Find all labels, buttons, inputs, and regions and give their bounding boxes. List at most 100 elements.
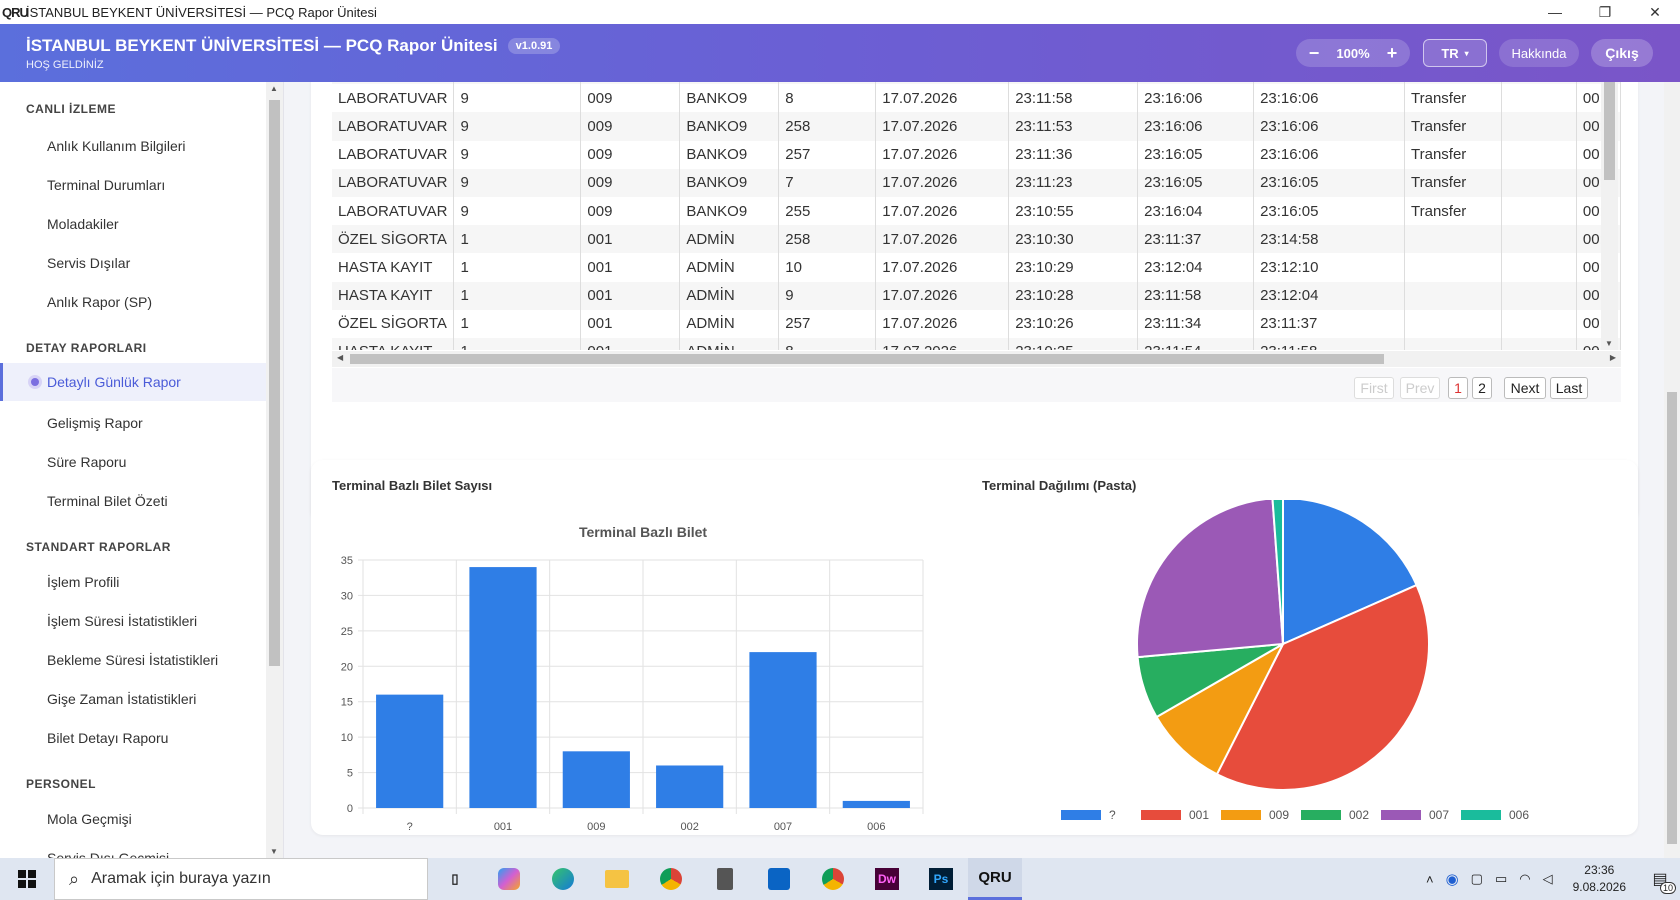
sidebar-item-detayli-gunluk[interactable]: Detaylı Günlük Rapor <box>0 363 266 401</box>
zoom-in-button[interactable]: + <box>1386 42 1398 63</box>
sidebar-item-servis-disilar[interactable]: Servis Dışılar <box>47 255 131 271</box>
sidebar-item-mola-gecmisi[interactable]: Mola Geçmişi <box>47 811 132 827</box>
bar-007[interactable] <box>749 652 817 808</box>
prev-page-button[interactable]: Prev <box>1400 377 1440 399</box>
pie-slice-001[interactable] <box>1215 583 1430 791</box>
legend-label[interactable]: 006 <box>1509 808 1529 822</box>
photoshop-icon[interactable]: Ps <box>914 858 968 900</box>
language-dropdown[interactable]: TR ▾ <box>1423 39 1487 67</box>
table-cell: 9 <box>453 112 582 141</box>
volume-icon[interactable]: ◁ <box>1542 871 1553 886</box>
bar-009[interactable] <box>562 751 630 808</box>
table-row[interactable]: LABORATUVAR 9 009 BANKO9 257 17.07.2026 23:11:… <box>332 140 1621 169</box>
sidebar-item-bekleme-suresi[interactable]: Bekleme Süresi İstatistikleri <box>47 652 219 668</box>
pie-slice-?[interactable] <box>1282 500 1418 646</box>
network-status-icon[interactable]: ◉ <box>1445 871 1459 888</box>
table-cell: 001 <box>580 309 681 338</box>
bar-006[interactable] <box>842 800 910 808</box>
legend-label[interactable]: 002 <box>1349 808 1369 822</box>
calculator-icon[interactable] <box>698 858 752 900</box>
table-row[interactable]: ÖZEL SİGORTA 1 001 ADMİN 257 17.07.2026 23:10:… <box>332 309 1621 338</box>
scroll-down-icon[interactable]: ▼ <box>1605 339 1613 348</box>
main-scrollbar[interactable] <box>1664 82 1680 858</box>
clock[interactable]: 23:36 9.08.2026 <box>1573 862 1626 896</box>
sidebar-item-bilet-detayi[interactable]: Bilet Detayı Raporu <box>47 730 169 746</box>
exit-button[interactable]: Çıkış <box>1591 39 1653 67</box>
table-row[interactable]: LABORATUVAR 9 009 BANKO9 255 17.07.2026 23:10:… <box>332 196 1621 226</box>
scrollbar-thumb[interactable] <box>350 354 1384 364</box>
table-cell: 23:16:05 <box>1137 140 1255 169</box>
app-header: İSTANBUL BEYKENT ÜNİVERSİTESİ — PCQ Rapo… <box>0 24 1680 82</box>
scrollbar-thumb[interactable] <box>1667 392 1677 844</box>
scroll-up-icon[interactable]: ▲ <box>270 84 278 93</box>
notifications-button[interactable]: ▤ 10 <box>1640 858 1680 900</box>
chrome-icon[interactable] <box>644 858 698 900</box>
battery-icon[interactable]: ▭ <box>1494 871 1508 886</box>
legend-label[interactable]: 001 <box>1189 808 1209 822</box>
pie-slice-009[interactable] <box>1155 641 1286 776</box>
wifi-icon[interactable]: ◠ <box>1519 871 1531 886</box>
table-row[interactable]: HASTA KAYIT1001ADMİN817.07.202623:10:252… <box>332 337 1621 350</box>
table-cell: 23:16:06 <box>1137 112 1255 141</box>
sidebar-item-islem-profili[interactable]: İşlem Profili <box>47 574 120 590</box>
start-button[interactable] <box>0 858 54 900</box>
zoom-out-button[interactable]: − <box>1308 42 1320 63</box>
sidebar-item-terminal-bilet-ozeti[interactable]: Terminal Bilet Özeti <box>47 493 168 509</box>
pie-slice-006[interactable] <box>1271 500 1284 645</box>
device-icon[interactable]: ▢ <box>1470 871 1483 886</box>
next-page-button[interactable]: Next <box>1504 377 1546 399</box>
edge-icon[interactable] <box>536 858 590 900</box>
table-row[interactable]: HASTA KAYIT 1 001 ADMİN 10 17.07.2026 23:10:29… <box>332 253 1621 282</box>
sidebar-item-gelismis-rapor[interactable]: Gelişmiş Rapor <box>47 415 143 431</box>
table-row[interactable]: LABORATUVAR 9 009 BANKO9 258 17.07.2026 23:11:… <box>332 112 1621 141</box>
scrollbar-thumb[interactable] <box>1604 82 1615 180</box>
task-view-icon[interactable]: ▯ <box>451 871 459 886</box>
qru-app-icon[interactable]: QRU <box>968 858 1022 900</box>
sidebar-item-gise-zaman[interactable]: Gişe Zaman İstatistikleri <box>47 691 197 707</box>
page-1-button[interactable]: 1 <box>1448 377 1468 399</box>
close-button[interactable]: ✕ <box>1649 3 1661 20</box>
sidebar-item-terminal-durumlari[interactable]: Terminal Durumları <box>47 177 166 193</box>
chrome-profile-icon[interactable] <box>806 858 860 900</box>
pie-slice-007[interactable] <box>1136 500 1285 659</box>
sidebar-scrollbar[interactable]: ▲ ▼ <box>266 82 283 858</box>
x-tick-label: 006 <box>867 821 885 830</box>
legend-label[interactable]: 007 <box>1429 808 1449 822</box>
dreamweaver-icon[interactable]: Dw <box>860 858 914 900</box>
table-row[interactable]: ÖZEL SİGORTA 1 001 ADMİN 258 17.07.2026 23:10:… <box>332 225 1621 254</box>
outlook-icon[interactable] <box>752 858 806 900</box>
sidebar-item-anlik-kullanim[interactable]: Anlık Kullanım Bilgileri <box>47 138 186 154</box>
sidebar-item-sure-raporu[interactable]: Süre Raporu <box>47 454 127 470</box>
sidebar-item-islem-suresi[interactable]: İşlem Süresi İstatistikleri <box>47 613 198 629</box>
last-page-button[interactable]: Last <box>1550 377 1588 399</box>
first-page-button[interactable]: First <box>1354 377 1394 399</box>
bar-?[interactable] <box>376 694 444 808</box>
maximize-button[interactable]: ❐ <box>1598 3 1612 20</box>
scroll-left-icon[interactable]: ◀ <box>337 353 344 362</box>
copilot-icon[interactable] <box>482 858 536 900</box>
bar-002[interactable] <box>656 765 724 808</box>
sidebar-item-servis-disi-gecmisi[interactable]: Servis Dışı Geçmişi <box>47 850 170 858</box>
minimize-button[interactable]: — <box>1548 4 1562 20</box>
sidebar-item-moladakiler[interactable]: Moladakiler <box>47 216 119 232</box>
scroll-right-icon[interactable]: ▶ <box>1609 353 1616 362</box>
table-row[interactable]: LABORATUVAR9009BANKO9917.07.202623:12:04… <box>332 82 1621 85</box>
scroll-down-icon[interactable]: ▼ <box>270 847 278 856</box>
taskbar-search[interactable]: ⌕ Aramak için buraya yazın <box>54 858 428 900</box>
table-row[interactable]: HASTA KAYIT 1 001 ADMİN 9 17.07.2026 23:10:28 2… <box>332 281 1621 310</box>
bar-001[interactable] <box>469 567 537 808</box>
scrollbar-thumb[interactable] <box>269 100 280 666</box>
legend-label[interactable]: 009 <box>1269 808 1289 822</box>
sidebar-item-anlik-rapor[interactable]: Anlık Rapor (SP) <box>47 294 153 310</box>
page-2-button[interactable]: 2 <box>1472 377 1492 399</box>
chevron-up-icon[interactable]: ˄ <box>1425 871 1434 887</box>
legend-label[interactable]: ? <box>1109 808 1116 822</box>
table-cell: 23:16:06 <box>1253 112 1405 141</box>
table-row[interactable]: LABORATUVAR 9 009 BANKO9 7 17.07.2026 23:11:23… <box>332 168 1621 197</box>
file-explorer-icon[interactable] <box>590 858 644 900</box>
about-button[interactable]: Hakkında <box>1499 39 1579 67</box>
table-row[interactable]: LABORATUVAR 9 009 BANKO9 8 17.07.2026 23:11:58… <box>332 84 1621 113</box>
table-horizontal-scrollbar[interactable]: ◀ ▶ <box>332 351 1621 367</box>
table-vertical-scrollbar[interactable]: ▼ <box>1601 82 1618 350</box>
table-cell: Transfer <box>1404 82 1502 85</box>
